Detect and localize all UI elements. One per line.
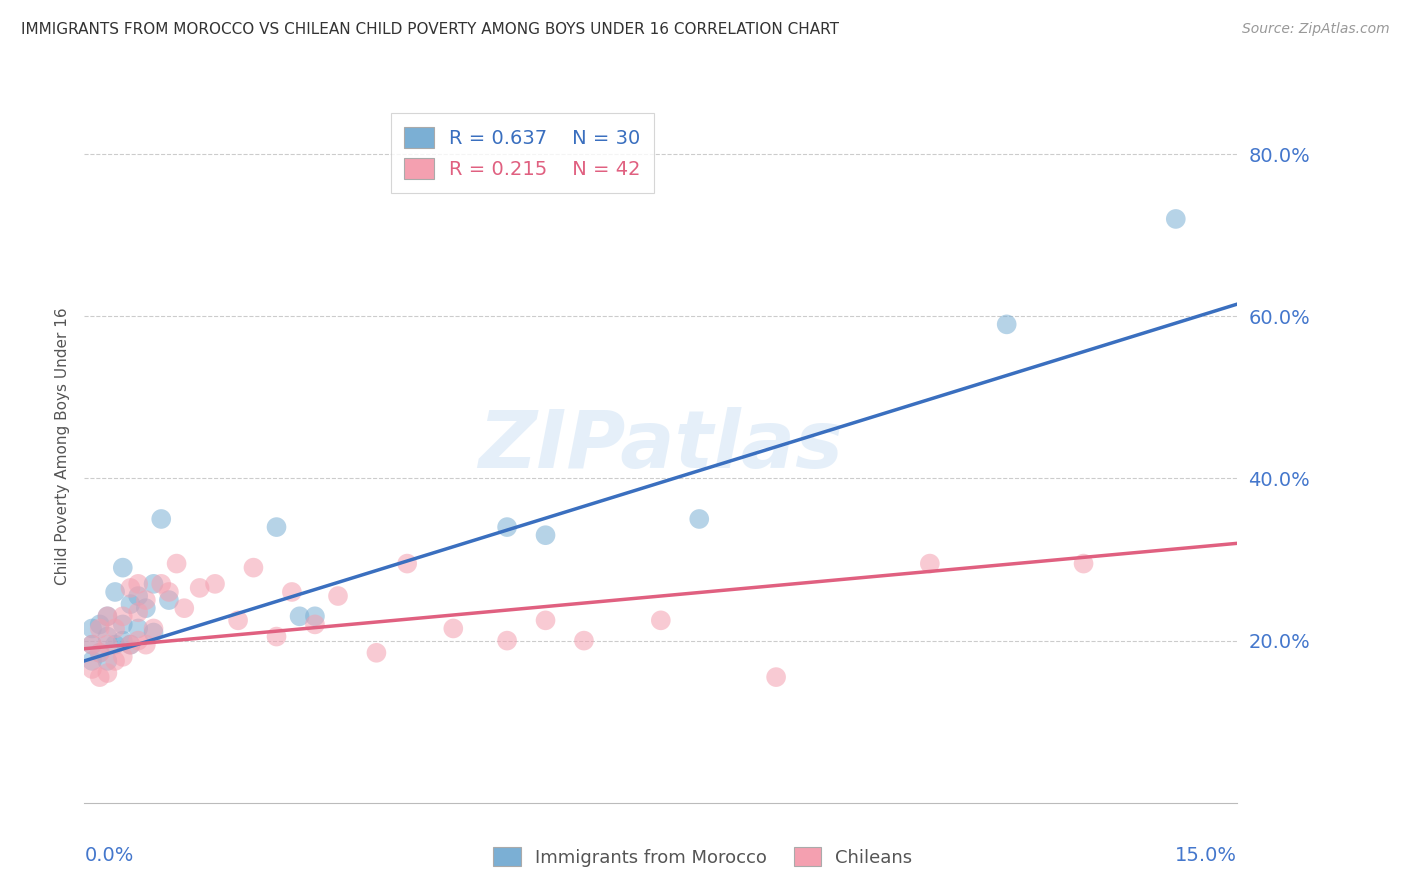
Point xyxy=(96,666,118,681)
Point xyxy=(80,654,103,668)
Text: IMMIGRANTS FROM MOROCCO VS CHILEAN CHILD POVERTY AMONG BOYS UNDER 16 CORRELATION: IMMIGRANTS FROM MOROCCO VS CHILEAN CHILD… xyxy=(21,22,839,37)
Point xyxy=(166,557,188,571)
Point xyxy=(111,649,134,664)
Legend: R = 0.637    N = 30, R = 0.215    N = 42: R = 0.637 N = 30, R = 0.215 N = 42 xyxy=(391,113,654,193)
Point xyxy=(242,560,264,574)
Point xyxy=(120,597,142,611)
Point xyxy=(304,609,326,624)
Point xyxy=(104,654,127,668)
Point xyxy=(120,581,142,595)
Point xyxy=(127,605,149,619)
Point xyxy=(80,638,103,652)
Point xyxy=(142,625,165,640)
Point xyxy=(266,520,288,534)
Point xyxy=(142,577,165,591)
Point xyxy=(288,609,311,624)
Point xyxy=(496,520,519,534)
Point xyxy=(157,593,180,607)
Y-axis label: Child Poverty Among Boys Under 16: Child Poverty Among Boys Under 16 xyxy=(55,307,70,585)
Point xyxy=(157,585,180,599)
Point xyxy=(135,593,157,607)
Point xyxy=(111,633,134,648)
Point xyxy=(120,638,142,652)
Point xyxy=(995,318,1018,332)
Point xyxy=(127,589,149,603)
Point xyxy=(304,617,326,632)
Point xyxy=(226,613,249,627)
Point xyxy=(204,577,226,591)
Point xyxy=(441,622,464,636)
Point xyxy=(89,670,111,684)
Text: 15.0%: 15.0% xyxy=(1175,846,1237,864)
Point xyxy=(326,589,349,603)
Point xyxy=(496,633,519,648)
Text: Source: ZipAtlas.com: Source: ZipAtlas.com xyxy=(1241,22,1389,37)
Point xyxy=(142,622,165,636)
Point xyxy=(150,577,173,591)
Point xyxy=(96,609,118,624)
Point xyxy=(127,577,149,591)
Point xyxy=(127,622,149,636)
Point xyxy=(111,617,134,632)
Point xyxy=(104,585,127,599)
Point xyxy=(572,633,595,648)
Point xyxy=(366,646,388,660)
Point xyxy=(104,638,127,652)
Point xyxy=(150,512,173,526)
Point xyxy=(89,646,111,660)
Point xyxy=(80,638,103,652)
Point xyxy=(111,609,134,624)
Point xyxy=(111,560,134,574)
Point xyxy=(127,633,149,648)
Point xyxy=(534,528,557,542)
Point xyxy=(1164,211,1187,226)
Point xyxy=(396,557,419,571)
Point xyxy=(534,613,557,627)
Point xyxy=(688,512,710,526)
Point xyxy=(89,646,111,660)
Point xyxy=(96,630,118,644)
Text: 0.0%: 0.0% xyxy=(84,846,134,864)
Point xyxy=(89,622,111,636)
Point xyxy=(1073,557,1095,571)
Point xyxy=(80,662,103,676)
Point xyxy=(120,638,142,652)
Point xyxy=(281,585,304,599)
Point xyxy=(135,601,157,615)
Point xyxy=(80,622,103,636)
Point xyxy=(135,638,157,652)
Point xyxy=(173,601,195,615)
Point xyxy=(765,670,787,684)
Point xyxy=(188,581,211,595)
Point xyxy=(104,622,127,636)
Point xyxy=(266,630,288,644)
Point xyxy=(96,609,118,624)
Point xyxy=(918,557,941,571)
Point xyxy=(96,638,118,652)
Point xyxy=(89,617,111,632)
Text: ZIPatlas: ZIPatlas xyxy=(478,407,844,485)
Point xyxy=(650,613,672,627)
Legend: Immigrants from Morocco, Chileans: Immigrants from Morocco, Chileans xyxy=(486,840,920,874)
Point xyxy=(96,654,118,668)
